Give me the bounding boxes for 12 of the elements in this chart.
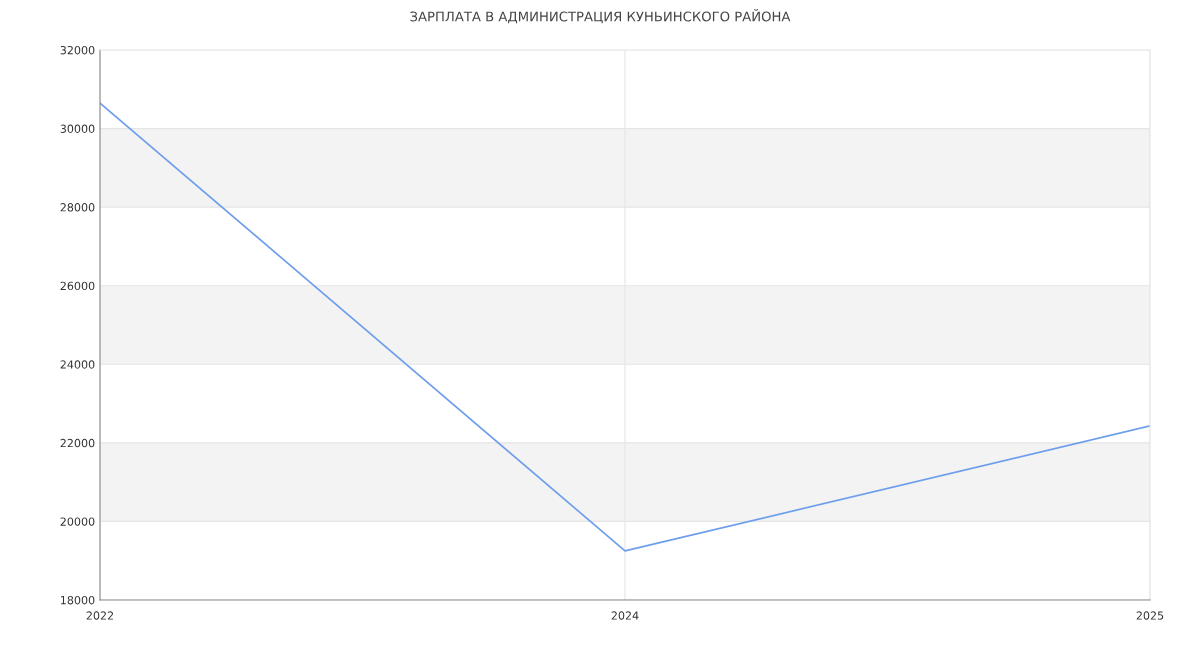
x-tick-label: 2025 xyxy=(1136,611,1164,620)
y-tick-label: 22000 xyxy=(60,438,95,448)
y-tick-label: 18000 xyxy=(61,595,95,605)
y-tick-label: 24000 xyxy=(60,360,95,369)
x-tick-label: 2022 xyxy=(86,611,114,620)
x-tick-label: 2024 xyxy=(611,611,639,620)
y-tick-label: 28000 xyxy=(60,203,95,212)
y-tick-label: 32000 xyxy=(60,45,95,55)
y-tick-label: 20000 xyxy=(60,517,95,526)
y-tick-label: 26000 xyxy=(60,281,95,291)
y-tick-label: 30000 xyxy=(60,124,95,133)
chart-title: ЗАРПЛАТА В АДМИНИСТРАЦИЯ КУНЬИНСКОГО РАЙОНА xyxy=(410,9,791,24)
